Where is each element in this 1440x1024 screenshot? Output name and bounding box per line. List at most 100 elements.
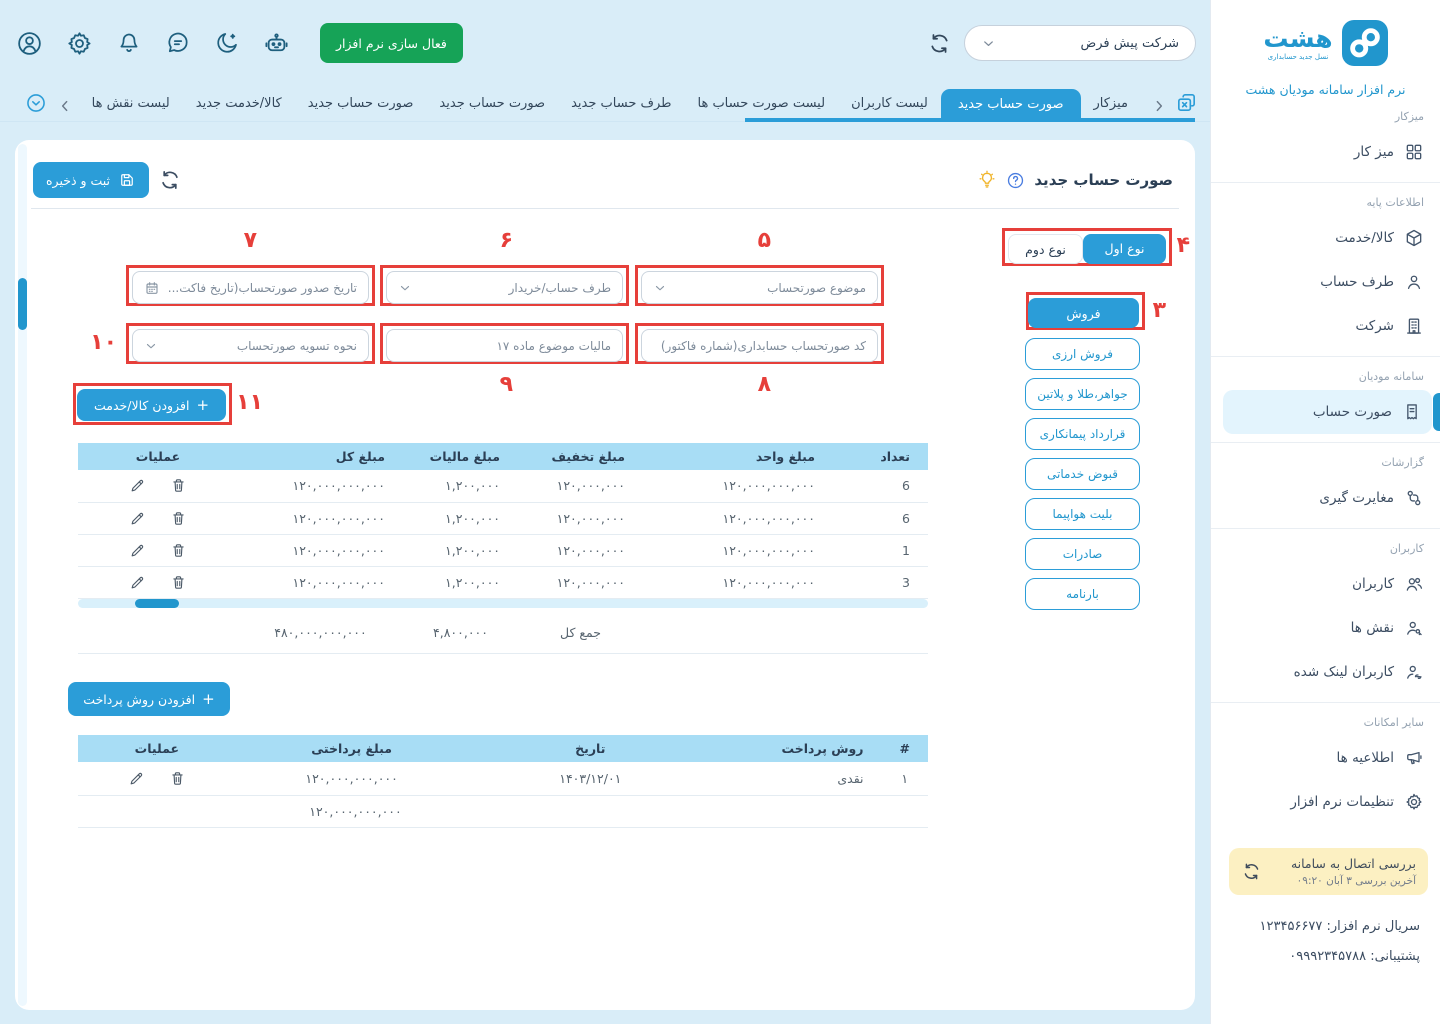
company-select-value: شرکت پیش فرض [1080,35,1179,51]
sidebar-item-settings[interactable]: تنظیمات نرم افزار [1211,780,1440,824]
sidebar-item-dashboard[interactable]: میز کار [1211,130,1440,174]
chevron-left-icon[interactable] [57,98,73,121]
refresh-icon[interactable] [927,31,952,56]
user-icon[interactable] [16,30,43,57]
toggle-type-second[interactable]: نوع دوم [1008,234,1084,264]
tab-invoices-list[interactable]: لیست صورت حساب ها [697,96,826,111]
activate-software-button[interactable]: فعال سازی نرم افزار [320,23,463,63]
tab-new-product[interactable]: کالا/خدمت جدید [195,96,282,111]
add-payment-button[interactable]: + افزودن روش پرداخت [68,682,230,716]
buyer-select[interactable]: طرف حساب/خریدار [386,271,623,304]
grid-icon [1404,142,1424,162]
sidebar-item-products[interactable]: کالا/خدمت [1211,216,1440,260]
gear-icon[interactable] [66,30,93,57]
item-tax: ۱,۲۰۰,۰۰۰ [403,502,518,535]
page-title: صورت حساب جدید [1034,171,1173,189]
item-total: ۱۲۰,۰۰۰,۰۰۰,۰۰۰ [238,502,403,535]
tab-new-invoice-2[interactable]: صورت حساب جدید [439,96,546,111]
edit-icon[interactable] [128,770,145,787]
sidebar-item-reconciliation[interactable]: مغایرت گیری [1211,476,1440,520]
sidebar-item-company[interactable]: شرکت [1211,304,1440,348]
tab-new-account-party[interactable]: طرف حساب جدید [571,96,672,111]
tab-dashboard[interactable]: میزکار [1093,96,1129,111]
tab-users-list[interactable]: لیست کاربران [851,96,928,111]
item-discount: ۱۲۰,۰۰۰,۰۰۰ [518,502,643,535]
delete-icon[interactable] [170,510,187,527]
sidebar-item-roles[interactable]: نقش ها [1211,606,1440,650]
help-icon[interactable] [1006,171,1025,190]
sidebar-item-announcements[interactable]: اطلاعیه ها [1211,736,1440,780]
items-table-hscrollbar-thumb[interactable] [135,599,179,608]
category-sale-button[interactable]: فروش [1028,298,1139,328]
category-export-button[interactable]: صادرات [1025,538,1140,570]
role-icon [1404,618,1424,638]
edit-icon[interactable] [129,510,146,527]
category-currency-sale-button[interactable]: فروش ارزی [1025,338,1140,370]
sidebar-item-label: کاربران [1352,576,1394,592]
toggle-type-first[interactable]: نوع اول [1083,234,1166,264]
item-row-2: 6 ۱۲۰,۰۰۰,۰۰۰,۰۰۰ ۱۲۰,۰۰۰,۰۰۰ ۱,۲۰۰,۰۰۰ … [78,502,928,535]
invoice-form-panel: صورت حساب جدید ثبت و ذخیره ۴ ۳ ۵ ۶ ۷ ۸ [15,140,1195,1010]
support-phone: پشتیبانی: ۰۹۹۹۲۳۴۵۷۸۸ [1289,949,1420,964]
plus-icon: + [202,689,215,708]
category-contract-button[interactable]: قرارداد پیمانکاری [1025,418,1140,450]
category-gold-jewelry-button[interactable]: جواهر،طلا و پلاتین [1025,378,1140,410]
active-item-indicator [1433,393,1440,431]
section-header-users: کاربران [1389,542,1424,555]
items-table-hscrollbar[interactable] [78,599,928,608]
edit-icon[interactable] [129,477,146,494]
box-icon [1404,228,1424,248]
lightbulb-icon[interactable] [977,170,997,190]
chevron-right-icon[interactable] [1151,98,1167,121]
invoice-subject-select[interactable]: موضوع صورتحساب [641,271,878,304]
topbar-right: شرکت پیش فرض [927,25,1196,61]
annotation-10: ۱۰ [90,330,117,355]
add-item-button[interactable]: + افزودن کالا/خدمت [77,389,226,421]
chat-icon[interactable] [165,30,191,56]
bot-icon[interactable] [263,30,290,57]
tab-new-invoice-active[interactable]: صورت حساب جدید [940,89,1081,121]
company-select[interactable]: شرکت پیش فرض [964,25,1196,61]
windows-close-icon[interactable] [1175,91,1198,121]
grand-total-label: جمع کل [560,625,601,640]
delete-icon[interactable] [170,574,187,591]
section-header-other: سایر امکانات [1363,716,1424,729]
sidebar-item-invoice[interactable]: صورت حساب [1223,390,1440,434]
issue-date-field[interactable]: تاریخ صدور صورتحساب(تاریخ فاکت... [132,271,369,304]
category-utility-bills-button[interactable]: قبوض خدماتی [1025,458,1140,490]
connection-check-box[interactable]: بررسی اتصال به سامانه آخرین بررسی ۳ آبان… [1229,848,1428,895]
settlement-select[interactable]: نحوه تسویه صورتحساب [132,329,369,362]
edit-icon[interactable] [129,574,146,591]
tab-roles-list[interactable]: لیست نقش ها [91,96,170,111]
item-unit: ۱۲۰,۰۰۰,۰۰۰,۰۰۰ [643,534,833,567]
annotation-box-issue-date: تاریخ صدور صورتحساب(تاریخ فاکت... [126,265,375,306]
accounting-code-input[interactable]: کد صورتحساب حسابداری(شماره فاکتور) [641,329,878,362]
col-row-number: # [881,735,928,762]
chevron-down-circle-icon[interactable] [25,92,47,121]
refresh-icon[interactable] [1241,861,1262,882]
edit-icon[interactable] [129,542,146,559]
sidebar-item-label: شرکت [1355,318,1394,334]
vertical-scrollbar-thumb[interactable] [18,278,27,330]
sidebar-item-linked-users[interactable]: کاربران لینک شده [1211,650,1440,694]
item-row-4: 3 ۱۲۰,۰۰۰,۰۰۰,۰۰۰ ۱۲۰,۰۰۰,۰۰۰ ۱,۲۰۰,۰۰۰ … [78,566,928,599]
category-waybill-button[interactable]: بارنامه [1025,578,1140,610]
connection-texts: بررسی اتصال به سامانه آخرین بررسی ۳ آبان… [1291,856,1416,887]
sidebar-item-users[interactable]: کاربران [1211,562,1440,606]
moon-icon[interactable] [214,30,240,56]
category-airplane-ticket-button[interactable]: بلیت هواپیما [1025,498,1140,530]
active-tab-underline [745,118,1195,122]
vertical-scrollbar[interactable] [18,144,27,1006]
bell-icon[interactable] [116,30,142,56]
delete-icon[interactable] [170,477,187,494]
delete-icon[interactable] [169,770,186,787]
article17-tax-input[interactable]: مالیات موضوع ماده ۱۷ [386,329,623,362]
sidebar-item-account-party[interactable]: طرف حساب [1211,260,1440,304]
tab-new-invoice-3[interactable]: صورت حساب جدید [307,96,414,111]
col-operations: عملیات [78,443,238,470]
item-total: ۱۲۰,۰۰۰,۰۰۰,۰۰۰ [238,534,403,567]
item-discount: ۱۲۰,۰۰۰,۰۰۰ [518,534,643,567]
save-button[interactable]: ثبت و ذخیره [33,162,150,198]
form-refresh-icon[interactable] [158,168,182,192]
delete-icon[interactable] [170,542,187,559]
